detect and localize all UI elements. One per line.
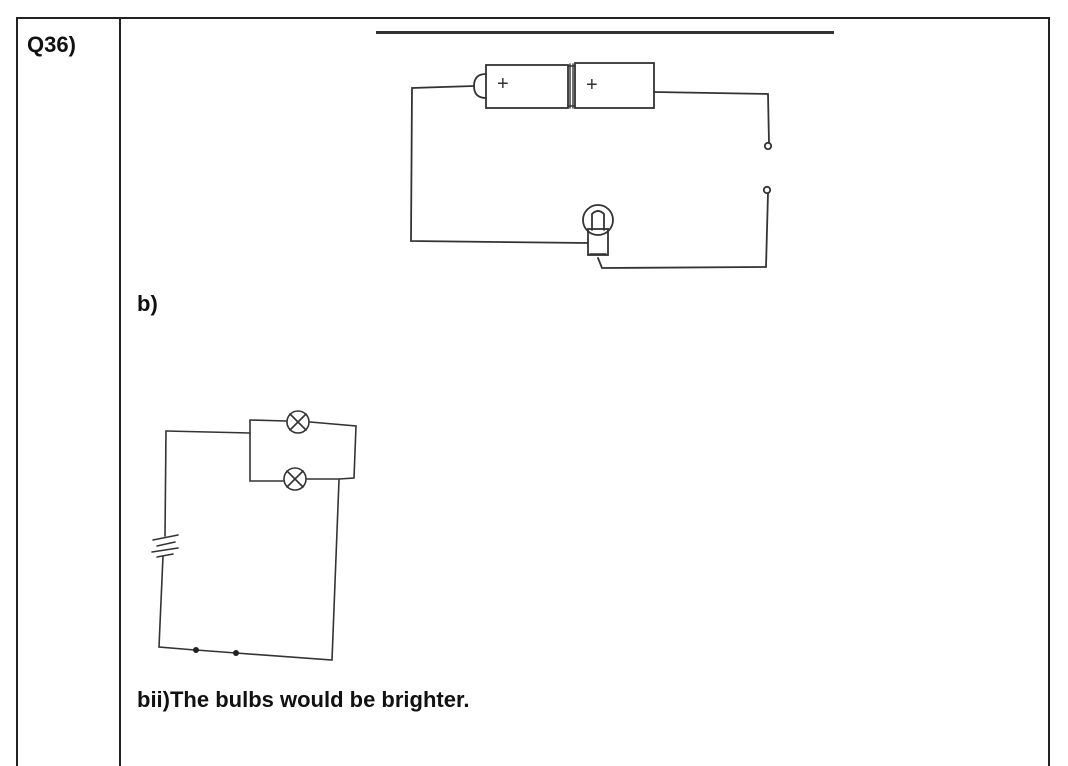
table-top-border (16, 17, 1050, 19)
bulb-bottom-icon (283, 467, 307, 491)
switch-contact-bottom (762, 185, 772, 195)
bulb-holder (587, 228, 609, 256)
wire-left-vertical (164, 430, 167, 537)
switch-contact-top (763, 141, 773, 151)
part-b-label: b) (137, 291, 158, 316)
header-rule (376, 31, 834, 34)
switch-contact-right (233, 650, 239, 656)
battery-cell-left (485, 64, 569, 109)
battery-sign-right: + (586, 74, 598, 96)
bulb-filament (591, 210, 605, 231)
cell-symbol (151, 534, 179, 558)
branch-left (249, 419, 284, 482)
table-column-divider (119, 17, 121, 766)
wire-right-lower (597, 192, 769, 269)
wire-left (410, 85, 589, 244)
table-right-border (1048, 17, 1050, 766)
wire-right (653, 91, 770, 144)
wire-bottom (235, 479, 340, 661)
part-bii-answer: bii)The bulbs would be brighter. (137, 687, 470, 712)
wire-top-left (165, 430, 251, 434)
branch-top (249, 419, 357, 480)
battery-sign-left: + (497, 73, 509, 95)
wire-left-lower (158, 555, 196, 651)
switch-contact-left (193, 647, 199, 653)
table-left-border (16, 17, 18, 766)
question-number: Q36) (27, 32, 76, 57)
bulb-glass (582, 204, 614, 236)
battery-cell-right (574, 62, 655, 109)
cell-join (567, 63, 576, 109)
wire-bottom-gap (195, 649, 237, 654)
bulb-top-icon (286, 410, 310, 434)
